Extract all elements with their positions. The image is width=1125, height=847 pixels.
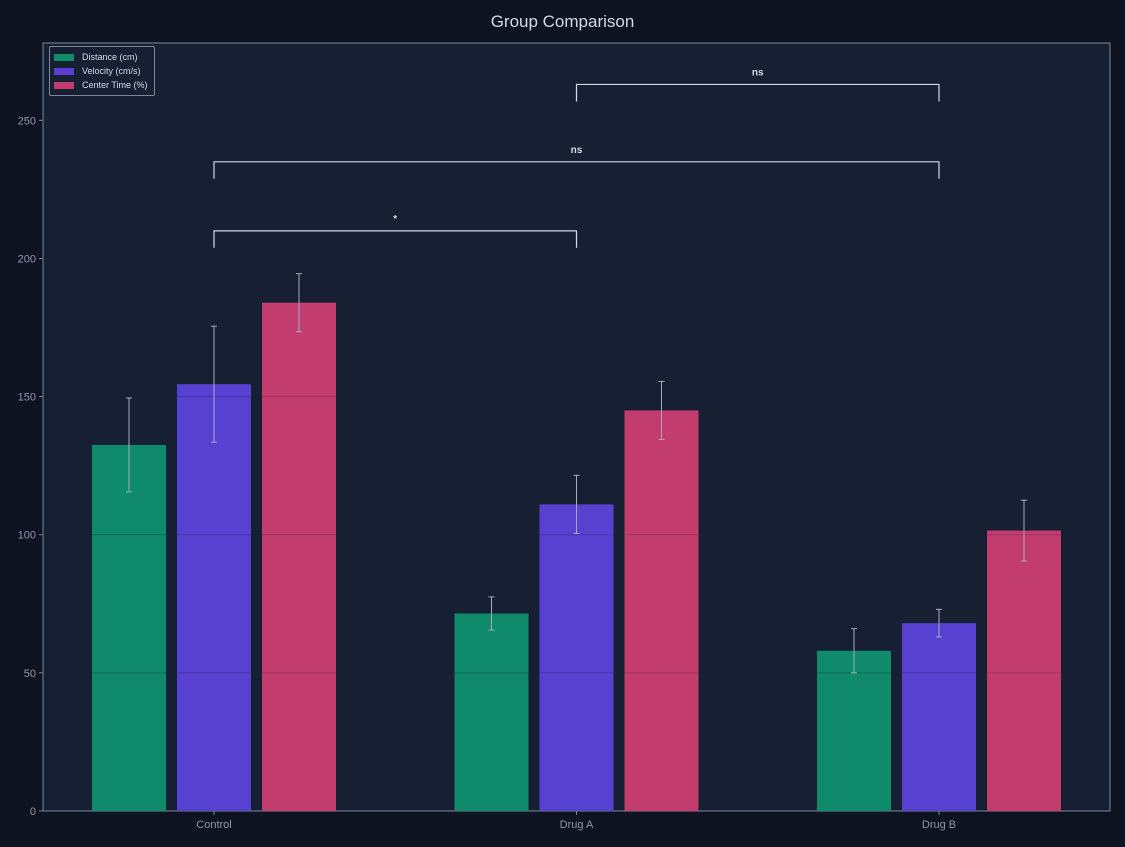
bar	[454, 613, 529, 811]
legend: Distance (cm) Velocity (cm/s) Center Time …	[49, 46, 155, 96]
significance-bracket	[575, 83, 940, 102]
legend-item: Velocity (cm/s)	[54, 64, 148, 78]
x-tick-label: Drug B	[922, 819, 956, 831]
chart-title: Group Comparison	[490, 12, 635, 31]
x-tick-label: Control	[196, 819, 231, 831]
bar	[262, 302, 336, 811]
y-tick-label: 150	[18, 392, 36, 404]
bar	[987, 530, 1061, 811]
bar	[177, 384, 251, 811]
significance-bracket	[213, 161, 940, 179]
x-tick-label: Drug A	[560, 819, 594, 831]
legend-swatch	[54, 53, 74, 61]
bar	[902, 623, 976, 811]
bar	[817, 650, 891, 811]
bar	[624, 410, 699, 811]
legend-label: Distance (cm)	[82, 52, 138, 62]
significance-label: *	[393, 214, 397, 225]
y-tick-label: 200	[18, 253, 36, 265]
legend-swatch	[54, 81, 74, 89]
significance-label: ns	[571, 145, 583, 156]
legend-label: Center Time (%)	[82, 80, 148, 90]
y-tick-label: 250	[18, 115, 36, 127]
legend-swatch	[54, 67, 74, 75]
legend-item: Center Time (%)	[54, 78, 148, 92]
legend-label: Velocity (cm/s)	[82, 66, 141, 76]
significance-label: ns	[752, 67, 764, 78]
bar	[539, 504, 614, 811]
significance-bracket	[213, 230, 578, 248]
legend-item: Distance (cm)	[54, 50, 148, 64]
bar	[92, 444, 166, 811]
y-tick-label: 0	[30, 806, 36, 818]
y-tick-label: 100	[18, 530, 36, 542]
y-tick-label: 50	[24, 668, 36, 680]
